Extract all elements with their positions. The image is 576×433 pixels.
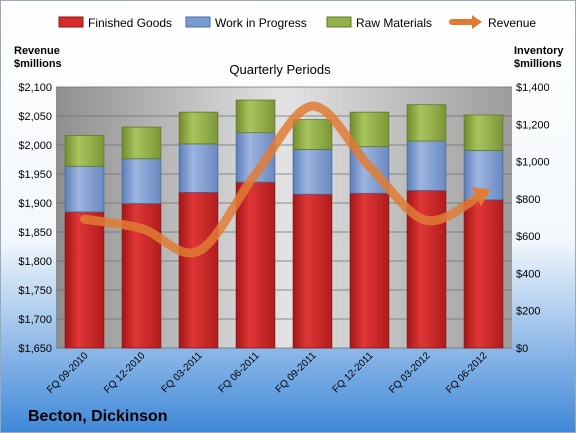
right-tick-label: $1,000: [516, 157, 550, 169]
bar-raw-materials: [235, 99, 276, 134]
bar-work-in-progress: [292, 149, 333, 195]
bar-raw-materials: [463, 114, 504, 151]
bar-work-in-progress: [64, 165, 105, 213]
bar-finished-goods: [292, 193, 333, 349]
left-axis-title-line1: Revenue: [14, 45, 60, 57]
right-tick-label: $800: [516, 194, 540, 206]
legend-label-revenue: Revenue: [488, 16, 536, 30]
revenue-line: [80, 101, 488, 258]
left-tick-label: $1,850: [18, 227, 52, 239]
legend-swatch-finished-goods: [58, 16, 84, 28]
revenue-line-layer: [80, 101, 491, 258]
legend-label-finished-goods: Finished Goods: [88, 16, 172, 30]
bar-finished-goods: [349, 192, 390, 349]
legend-arrow-revenue: [472, 15, 482, 29]
revenue-arrowhead: [471, 186, 491, 207]
right-axis-title-line2: $millions: [514, 58, 562, 70]
bar-work-in-progress: [178, 143, 219, 193]
right-tick-label: $400: [516, 268, 540, 280]
left-tick-label: $2,000: [18, 140, 52, 152]
company-name: Becton, Dickinson: [28, 408, 168, 425]
legend-swatch-work-in-progress: [185, 16, 211, 28]
bar-finished-goods: [463, 199, 504, 349]
left-tick-label: $2,050: [18, 111, 52, 123]
legend-label-raw-materials: Raw Materials: [356, 16, 432, 30]
left-tick-label: $1,750: [18, 285, 52, 297]
bar-finished-goods: [64, 211, 105, 349]
left-tick-label: $1,950: [18, 169, 52, 181]
right-tick-label: $0: [516, 343, 528, 355]
left-tick-label: $1,900: [18, 198, 52, 210]
left-tick-label: $2,100: [18, 82, 52, 94]
bar-finished-goods: [235, 181, 276, 349]
bar-raw-materials: [178, 111, 219, 145]
bar-work-in-progress: [121, 158, 162, 204]
bar-raw-materials: [64, 135, 105, 167]
legend: Finished Goods Work in Progress Raw Mate…: [58, 15, 536, 30]
bar-work-in-progress: [406, 140, 447, 191]
right-tick-label: $1,400: [516, 82, 550, 94]
legend-swatch-raw-materials: [326, 16, 352, 28]
right-tick-label: $600: [516, 231, 540, 243]
bar-raw-materials: [292, 119, 333, 150]
left-tick-label: $1,650: [18, 343, 52, 355]
legend-label-work-in-progress: Work in Progress: [215, 16, 307, 30]
bar-raw-materials: [121, 126, 162, 160]
bar-raw-materials: [406, 104, 447, 142]
right-tick-label: $200: [516, 306, 540, 318]
left-tick-label: $1,700: [18, 314, 52, 326]
chart-title: Quarterly Periods: [229, 62, 331, 77]
right-axis-title-line1: Inventory: [514, 45, 564, 57]
right-tick-label: $1,200: [516, 119, 550, 131]
bar-raw-materials: [349, 111, 390, 148]
bar-finished-goods: [178, 191, 219, 349]
left-tick-label: $1,800: [18, 256, 52, 268]
left-axis-title-line2: $millions: [14, 58, 62, 70]
